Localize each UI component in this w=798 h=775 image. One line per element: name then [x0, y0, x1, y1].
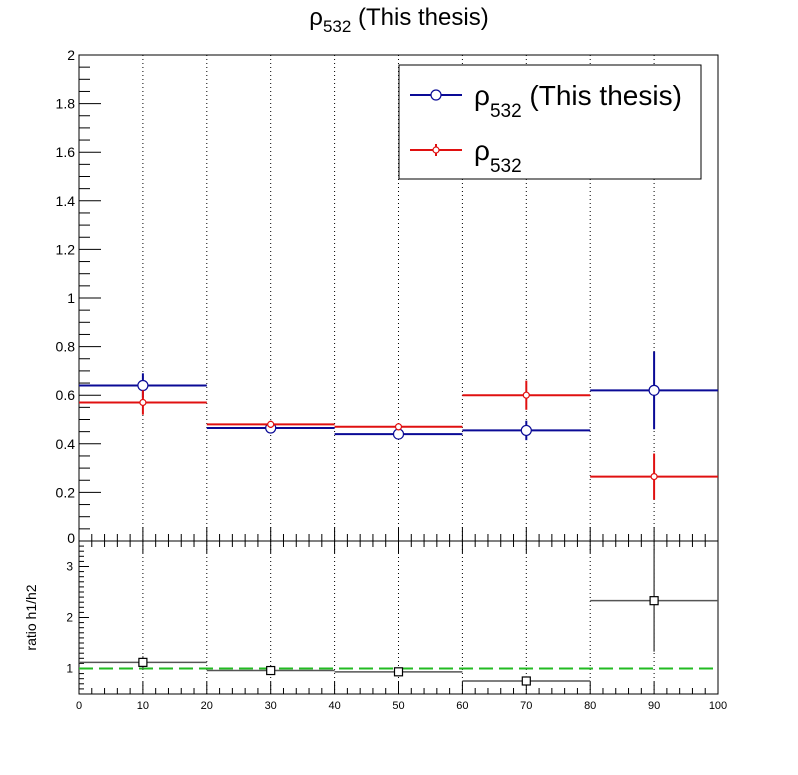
- ratio-point: [266, 665, 276, 676]
- series-2-point: [522, 391, 530, 399]
- ratio-x-tick-label: 10: [137, 700, 149, 712]
- chart-title: ρ532 (This thesis): [0, 4, 798, 37]
- y-tick-label: 1.8: [56, 96, 76, 112]
- legend-label: ρ532: [474, 135, 522, 177]
- y-tick-label: 1.4: [56, 193, 76, 209]
- series-2-point: [267, 420, 275, 428]
- ratio-x-tick-label: 20: [201, 700, 213, 712]
- upper-pad: 0.2 0.4 0.6 0.8 1 1.2 1.4 1.6 1.8 2 0: [56, 47, 719, 546]
- series-2-point: [650, 473, 658, 481]
- y-tick-label: 0.8: [56, 339, 76, 355]
- ratio-y-axis-label: ratio h1/h2: [23, 584, 39, 650]
- ratio-y-tick-label: 3: [66, 560, 73, 574]
- title-tail: (This thesis): [351, 4, 489, 31]
- ratio-x-tick-label: 40: [328, 700, 340, 712]
- ratio-point: [649, 596, 659, 606]
- y-tick-label: 0.6: [56, 387, 76, 403]
- legend-swatch-marker: [430, 89, 442, 101]
- legend: ρ532 (This thesis)ρ532: [398, 64, 702, 180]
- ratio-x-tick-label: 90: [648, 700, 660, 712]
- legend-label-main: ρ: [474, 135, 490, 166]
- title-main: ρ: [309, 4, 323, 31]
- legend-label-subscript: 532: [490, 101, 522, 122]
- y-tick-label: 2: [67, 47, 75, 63]
- ratio-x-tick-label: 0: [76, 700, 82, 712]
- y-tick-label: 0: [67, 530, 75, 546]
- series-1-point: [137, 379, 149, 392]
- title-subscript: 532: [322, 17, 352, 36]
- ratio-y-tick-label: 2: [66, 611, 73, 625]
- y-tick-label: 0.2: [56, 484, 76, 500]
- series-2-point: [139, 398, 147, 407]
- y-tick-label: 0.4: [56, 436, 76, 452]
- y-tick-label: 1.6: [56, 144, 76, 160]
- series-1-point: [392, 428, 405, 440]
- legend-swatch-marker: [432, 146, 440, 154]
- ratio-x-tick-label: 60: [456, 700, 468, 712]
- legend-label-tail: (This thesis): [522, 80, 682, 111]
- legend-box: [398, 64, 702, 180]
- ratio-point: [138, 657, 148, 667]
- legend-label-subscript: 532: [490, 156, 522, 177]
- ratio-point: [393, 667, 404, 677]
- ratio-point: [521, 676, 531, 686]
- y-tick-label: 1: [67, 290, 75, 306]
- ratio-x-tick-label: 50: [392, 700, 404, 712]
- series-2-point: [394, 423, 403, 431]
- y-tick-label: 1.2: [56, 241, 76, 257]
- series-1-point: [648, 384, 660, 396]
- ratio-x-tick-label: 70: [520, 700, 532, 712]
- ratio-x-tick-label: 30: [265, 700, 277, 712]
- legend-label-main: ρ: [474, 80, 490, 111]
- ratio-y-tick-label: 1: [66, 662, 73, 676]
- legend-label: ρ532 (This thesis): [474, 80, 682, 122]
- ratio-pad: 1 2 3 ratio h1/h2 0 10 20 30 40 50 60 70 80 90 100: [23, 540, 727, 712]
- series-1-point: [520, 424, 532, 437]
- ratio-x-tick-label: 80: [584, 700, 596, 712]
- ratio-x-tick-label: 100: [709, 700, 727, 712]
